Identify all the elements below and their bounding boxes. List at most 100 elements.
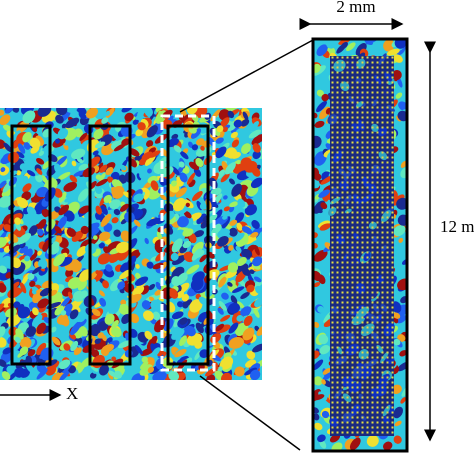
grain bbox=[104, 313, 115, 325]
grain bbox=[95, 178, 108, 187]
grain bbox=[220, 314, 231, 322]
grain bbox=[146, 261, 154, 269]
grain bbox=[54, 305, 64, 316]
grain bbox=[154, 289, 162, 296]
grain bbox=[0, 180, 7, 189]
grain bbox=[0, 303, 5, 312]
grain bbox=[56, 108, 68, 116]
grain bbox=[97, 332, 104, 339]
grain bbox=[131, 373, 145, 380]
grain bbox=[99, 164, 108, 173]
grain bbox=[57, 172, 71, 181]
grain bbox=[232, 286, 245, 294]
grain bbox=[37, 258, 48, 269]
grain bbox=[36, 368, 48, 380]
grain bbox=[314, 249, 328, 262]
grain bbox=[67, 277, 82, 289]
grain bbox=[231, 183, 242, 197]
grain bbox=[221, 292, 229, 300]
grain bbox=[394, 420, 402, 427]
grain bbox=[19, 336, 32, 349]
grain bbox=[36, 168, 43, 175]
grain bbox=[51, 336, 61, 346]
grain bbox=[91, 308, 101, 317]
grain bbox=[37, 218, 47, 230]
grain bbox=[138, 246, 145, 255]
grain bbox=[77, 280, 88, 291]
grain bbox=[159, 194, 167, 201]
grain bbox=[146, 125, 158, 138]
grain bbox=[314, 282, 321, 288]
grain bbox=[146, 335, 158, 350]
grain bbox=[71, 261, 82, 273]
grain bbox=[11, 257, 22, 269]
grain bbox=[32, 314, 43, 327]
grain bbox=[32, 266, 42, 275]
grain bbox=[196, 213, 207, 225]
grain bbox=[250, 231, 259, 238]
grain bbox=[216, 125, 224, 133]
grain bbox=[230, 131, 239, 139]
grain bbox=[57, 128, 69, 140]
grain bbox=[213, 255, 225, 262]
grain bbox=[76, 246, 87, 257]
grain bbox=[98, 290, 105, 297]
grain bbox=[314, 173, 322, 181]
grain bbox=[67, 291, 73, 299]
grain bbox=[320, 202, 328, 210]
grain bbox=[56, 314, 69, 325]
grain bbox=[177, 355, 189, 365]
grain bbox=[321, 410, 330, 419]
grain bbox=[244, 367, 258, 376]
grain bbox=[314, 413, 320, 421]
grain bbox=[221, 216, 231, 229]
grain bbox=[177, 216, 189, 228]
grain bbox=[37, 228, 44, 236]
grain bbox=[103, 223, 113, 233]
grain bbox=[14, 217, 21, 225]
grain bbox=[101, 117, 109, 124]
grain bbox=[38, 150, 45, 157]
grain bbox=[71, 148, 86, 160]
grain bbox=[215, 137, 224, 144]
grain bbox=[235, 212, 245, 223]
grain bbox=[189, 299, 203, 313]
grain bbox=[237, 301, 245, 309]
grain bbox=[73, 290, 85, 302]
grain bbox=[53, 253, 66, 267]
grain bbox=[67, 108, 78, 113]
grain bbox=[249, 369, 261, 380]
grain bbox=[140, 347, 155, 356]
grain bbox=[0, 223, 5, 231]
grain bbox=[98, 242, 105, 249]
grain bbox=[54, 163, 62, 174]
grain bbox=[134, 344, 143, 355]
grain bbox=[319, 223, 331, 231]
grain bbox=[326, 40, 336, 49]
grain bbox=[70, 340, 79, 352]
grain bbox=[393, 225, 406, 237]
grain bbox=[19, 282, 27, 294]
grain bbox=[2, 124, 12, 132]
grain bbox=[171, 255, 186, 266]
grain bbox=[188, 161, 200, 171]
grain bbox=[35, 128, 42, 135]
grain bbox=[135, 272, 141, 280]
grain bbox=[118, 303, 130, 315]
grain bbox=[144, 108, 153, 117]
grain bbox=[243, 315, 253, 327]
grain bbox=[144, 330, 153, 340]
grain bbox=[57, 216, 68, 230]
grain bbox=[317, 305, 325, 314]
grain bbox=[32, 307, 39, 316]
grain bbox=[227, 110, 235, 119]
grain bbox=[31, 289, 37, 295]
grain bbox=[95, 187, 103, 195]
grain bbox=[0, 167, 6, 173]
grain bbox=[329, 433, 341, 443]
grain bbox=[392, 312, 401, 319]
grain bbox=[318, 334, 329, 345]
grain bbox=[199, 349, 209, 358]
grain bbox=[170, 252, 179, 261]
grain bbox=[141, 356, 148, 363]
